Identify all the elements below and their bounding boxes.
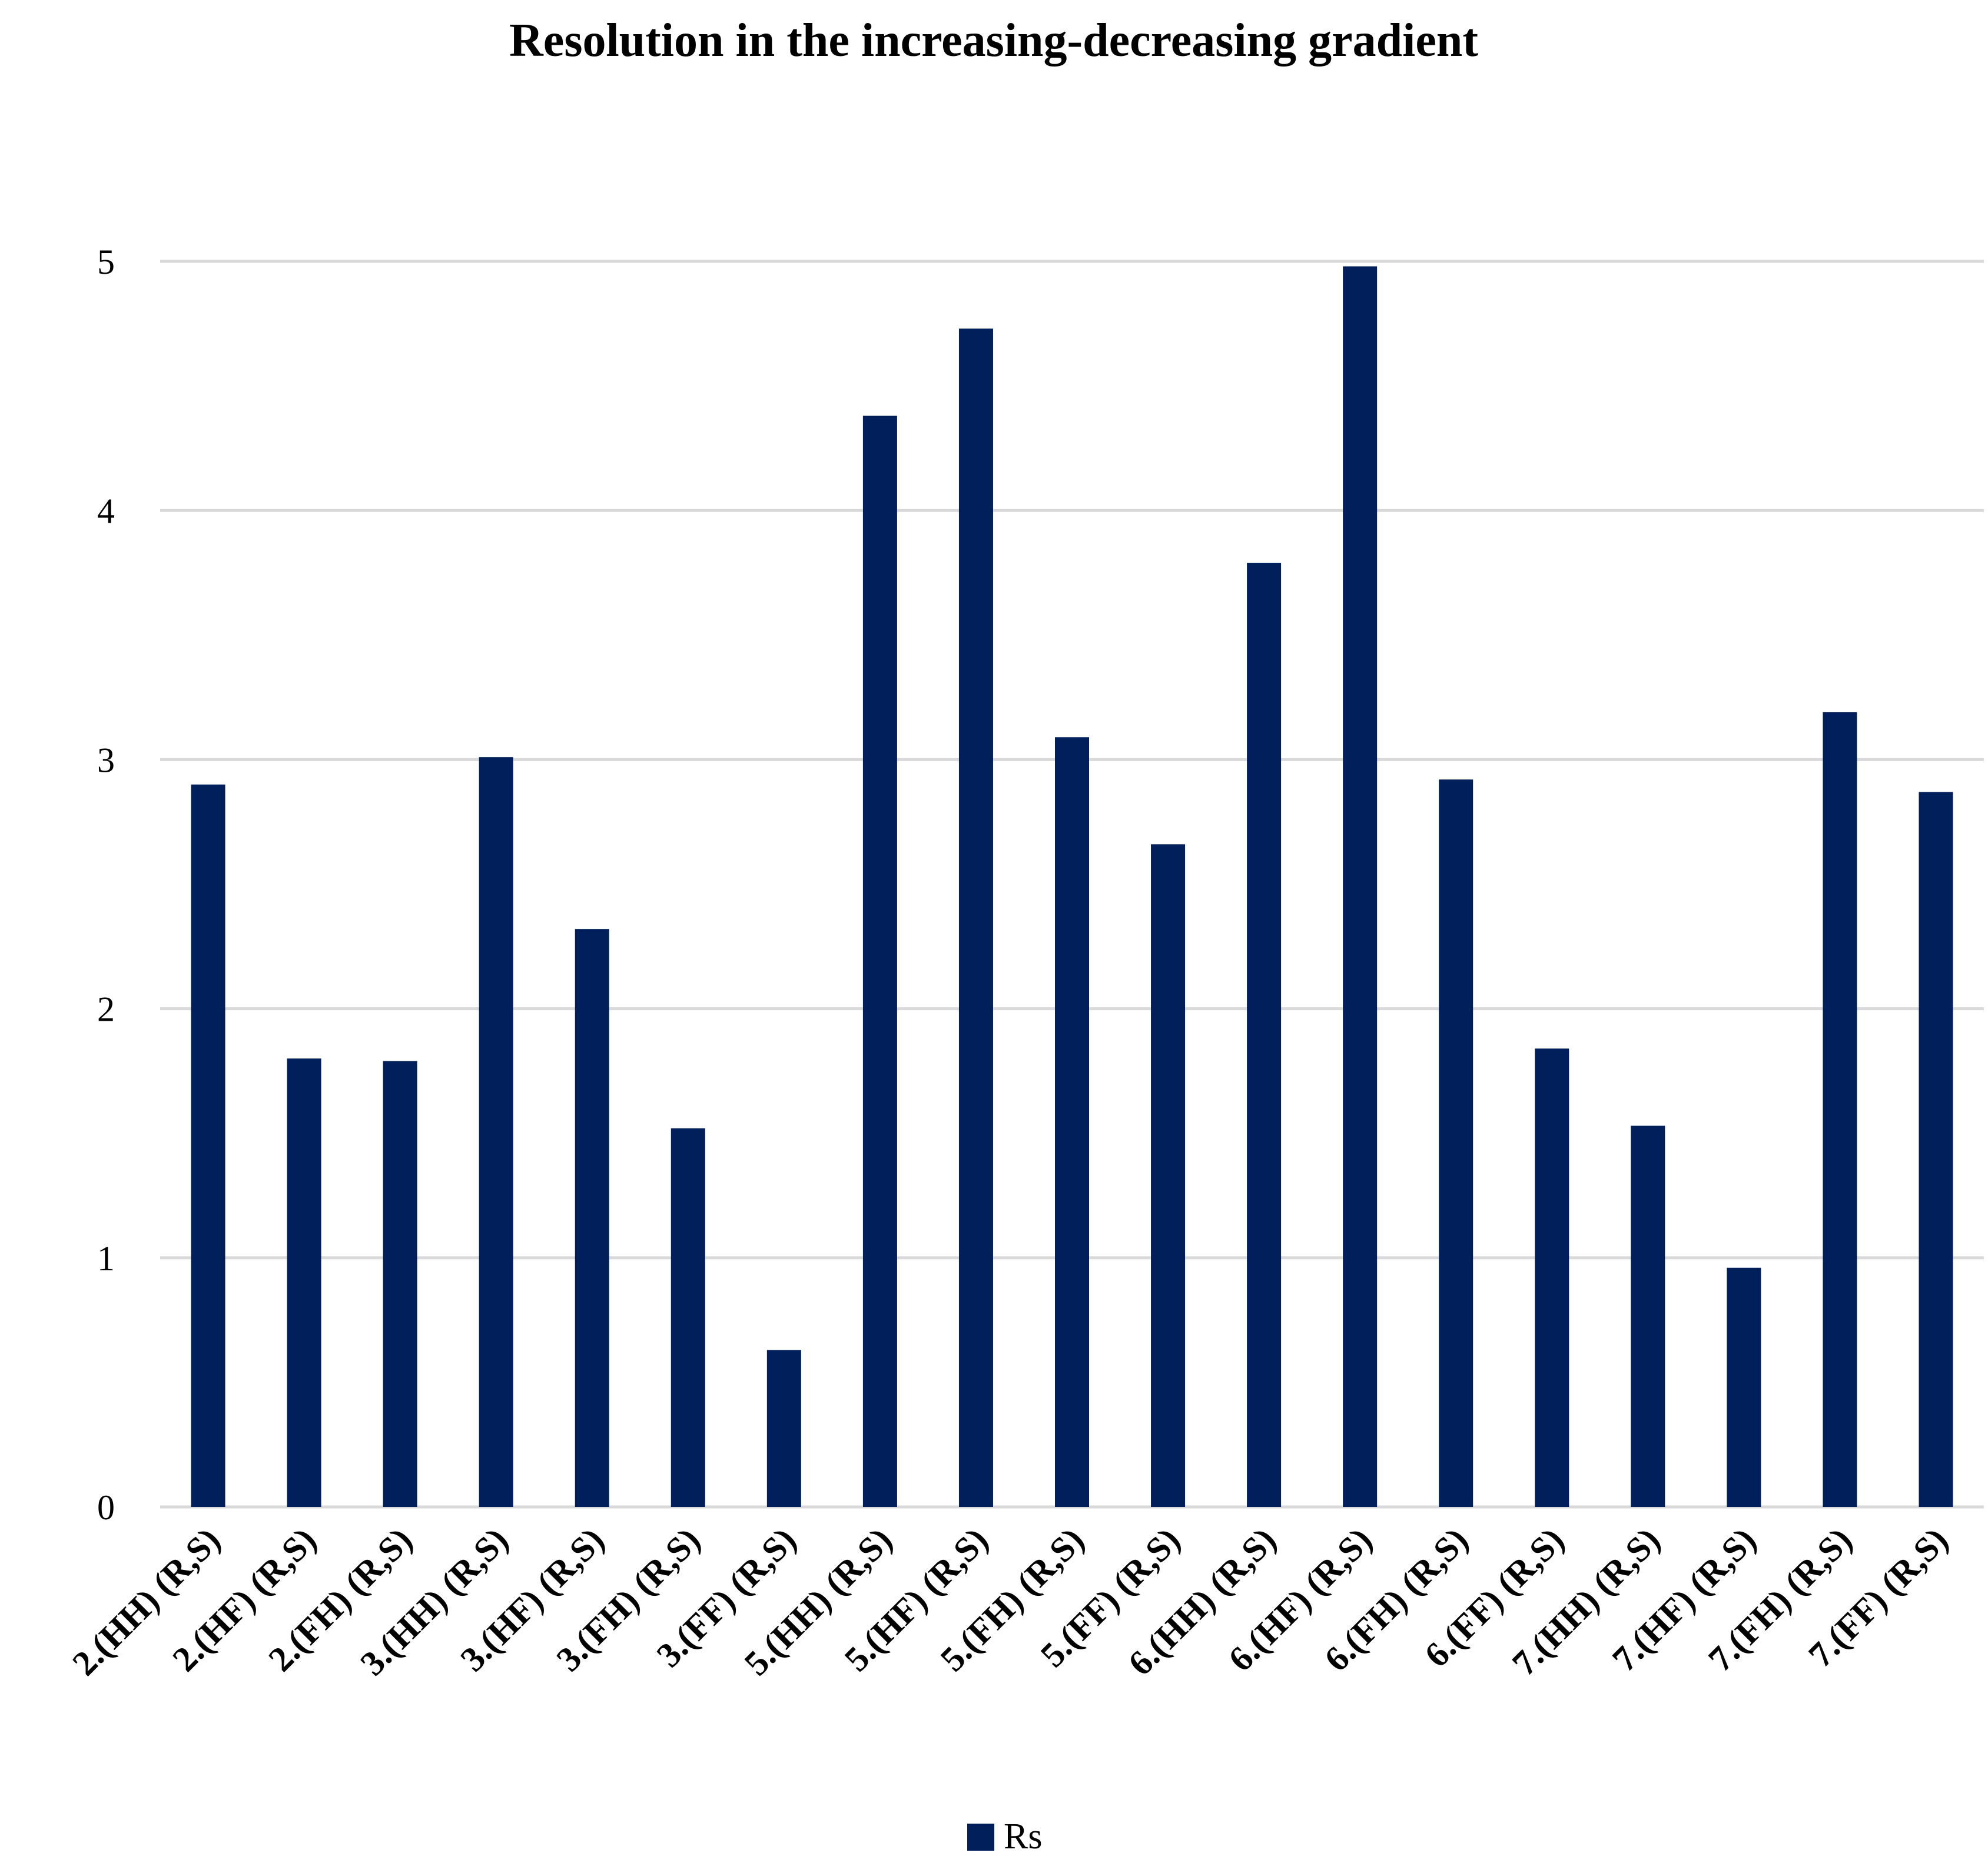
bar (1823, 712, 1857, 1507)
y-axis-tick-labels: 0 1 2 3 4 5 (97, 243, 115, 1527)
bar (766, 1350, 801, 1507)
chart-title: Resolution in the increasing-decreasing … (509, 15, 1478, 67)
y-tick-label: 2 (97, 990, 115, 1029)
bar (1535, 1048, 1569, 1507)
legend-label: Rs (1004, 1817, 1042, 1856)
bar (287, 1058, 321, 1507)
legend: Rs (967, 1817, 1042, 1856)
bar (1919, 792, 1953, 1507)
bar (1439, 779, 1473, 1507)
y-tick-label: 3 (97, 741, 115, 779)
bar (575, 929, 609, 1507)
bar (1055, 737, 1089, 1507)
bar (479, 757, 513, 1507)
y-tick-label: 0 (97, 1488, 115, 1527)
bar (383, 1061, 417, 1507)
legend-swatch (967, 1824, 994, 1851)
bar (1727, 1267, 1761, 1507)
bar (1631, 1125, 1665, 1507)
bar (671, 1128, 705, 1507)
y-tick-label: 5 (97, 243, 115, 281)
bar (958, 328, 993, 1508)
bar (1151, 844, 1186, 1507)
x-axis-tick-labels: 2.(HH) (R,S)2.(HF) (R,S)2.(FH) (R,S)3.(H… (65, 1520, 1955, 1683)
bar (1247, 563, 1282, 1507)
y-tick-label: 4 (97, 492, 115, 530)
bar (862, 416, 897, 1507)
y-tick-label: 1 (97, 1239, 115, 1278)
bar (191, 784, 225, 1507)
bars (191, 266, 1953, 1508)
bar (1343, 266, 1378, 1508)
